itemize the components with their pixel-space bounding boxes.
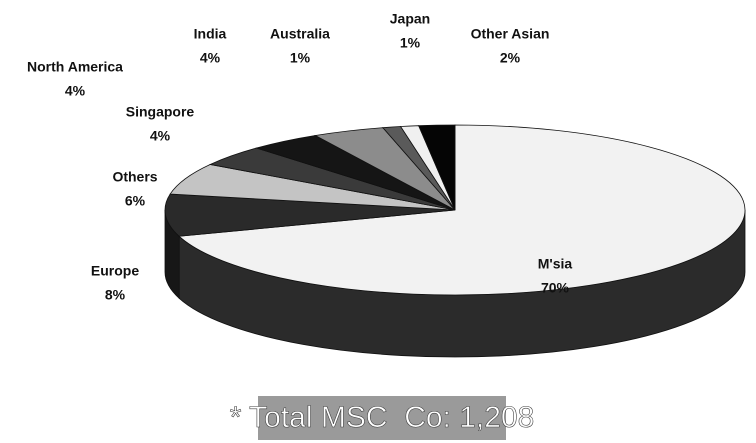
slice-label: Other Asian: [471, 26, 550, 42]
slice: [164, 193, 456, 237]
slice-label: Others: [112, 169, 157, 185]
slice-value-label: 1%: [290, 50, 311, 66]
slice-value-label: 8%: [105, 287, 126, 303]
slice-value-label: 6%: [125, 193, 146, 209]
slice-value-label: 4%: [65, 83, 86, 99]
slice-label: Japan: [390, 11, 430, 27]
layer: [164, 124, 746, 296]
slice-label: Europe: [91, 263, 139, 279]
slice-value-label: 70%: [541, 280, 570, 296]
slice-label: North America: [27, 59, 123, 75]
slice-value-label: 4%: [150, 128, 171, 144]
slice-label: Singapore: [126, 104, 195, 120]
slice-value-label: 2%: [500, 50, 521, 66]
slice: [418, 124, 456, 211]
slice-label: M'sia: [538, 256, 573, 272]
slice-label: Australia: [270, 26, 330, 42]
slice-label: India: [194, 26, 227, 42]
slice-value-label: 4%: [200, 50, 221, 66]
slice-value-label: 1%: [400, 35, 421, 51]
annotation-box: [258, 396, 506, 440]
layer: M'sia 70% Europe 8% Others 6% Singapore 4% North…: [27, 11, 572, 303]
annotation: * Total MSC Co: 1,208: [230, 401, 535, 434]
slice: [178, 124, 746, 296]
